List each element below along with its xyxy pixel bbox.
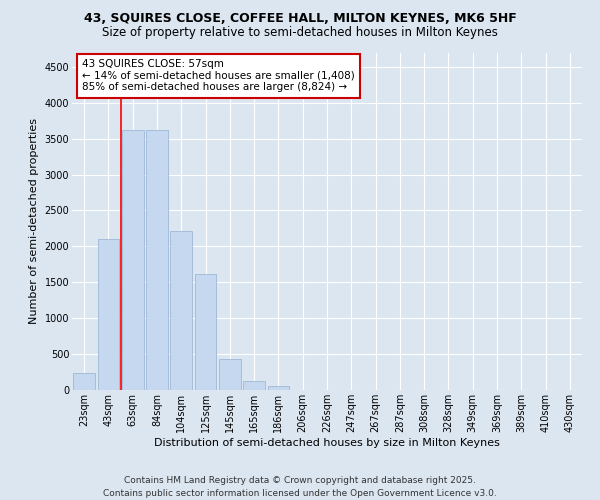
Bar [219, 359, 241, 390]
Bar [97, 239, 119, 390]
Text: 43, SQUIRES CLOSE, COFFEE HALL, MILTON KEYNES, MK6 5HF: 43, SQUIRES CLOSE, COFFEE HALL, MILTON K… [83, 12, 517, 26]
Bar [268, 386, 289, 390]
Bar [146, 130, 168, 390]
Bar [73, 374, 95, 390]
Bar [170, 230, 192, 390]
Bar [243, 382, 265, 390]
X-axis label: Distribution of semi-detached houses by size in Milton Keynes: Distribution of semi-detached houses by … [154, 438, 500, 448]
Y-axis label: Number of semi-detached properties: Number of semi-detached properties [29, 118, 39, 324]
Text: 43 SQUIRES CLOSE: 57sqm
← 14% of semi-detached houses are smaller (1,408)
85% of: 43 SQUIRES CLOSE: 57sqm ← 14% of semi-de… [82, 59, 355, 92]
Bar [122, 130, 143, 390]
Bar [194, 274, 217, 390]
Text: Size of property relative to semi-detached houses in Milton Keynes: Size of property relative to semi-detach… [102, 26, 498, 39]
Text: Contains HM Land Registry data © Crown copyright and database right 2025.
Contai: Contains HM Land Registry data © Crown c… [103, 476, 497, 498]
